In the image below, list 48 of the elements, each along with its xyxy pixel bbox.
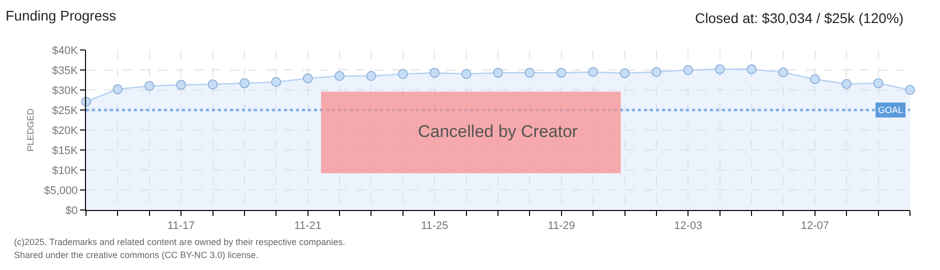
y-tick-label: $25K (52, 104, 78, 117)
ref-line-label: GOAL (878, 105, 904, 115)
x-tick-label: 11-25 (420, 220, 448, 232)
point (810, 74, 820, 84)
point (683, 65, 694, 75)
point (842, 79, 852, 89)
point (176, 80, 186, 90)
x-tick-label: 11-29 (548, 220, 576, 232)
point (366, 71, 376, 81)
point (271, 77, 282, 87)
point (588, 67, 598, 77)
point (239, 78, 250, 88)
point (302, 73, 313, 84)
point (208, 79, 218, 90)
point (873, 78, 884, 88)
text: Shared under the creative commons (CC BY-NC 3.0) license. (14, 250, 258, 260)
y-axis-title: PLEDGED (25, 108, 36, 152)
chart-title: Funding Progress (6, 8, 116, 24)
point (144, 81, 154, 91)
text: (c)2025. Trademarks and related content are owned by their respective companies. (14, 237, 346, 247)
point (905, 84, 915, 95)
point (778, 67, 788, 78)
y-tick-label: $20K (52, 124, 78, 137)
y-tick-label: $40K (52, 44, 78, 57)
y-tick-label: $35K (52, 64, 78, 77)
y-tick-label: $0 (66, 204, 78, 217)
chart-subtitle: Closed at: $30,034 / $25k (120%) (695, 10, 904, 26)
point (493, 68, 503, 78)
point (651, 67, 662, 77)
y-tick-label: $5,000 (44, 184, 78, 197)
point (461, 69, 472, 79)
point (112, 84, 123, 94)
x-tick-label: 11-17 (167, 220, 195, 232)
y-tick-label: $10K (52, 164, 78, 177)
y-tick-label: $30K (52, 84, 78, 97)
point (556, 68, 566, 78)
point (524, 68, 535, 78)
x-tick-label: 12-03 (674, 220, 702, 232)
point (430, 68, 440, 78)
point (714, 64, 725, 74)
x-tick-label: 12-07 (800, 220, 829, 232)
y-tick-label: $15K (52, 144, 78, 157)
point (746, 64, 757, 74)
point (398, 69, 408, 79)
point (620, 68, 630, 78)
x-tick-label: 11-21 (294, 220, 322, 232)
band-label: Cancelled by Creator (418, 122, 578, 141)
point (334, 71, 345, 81)
